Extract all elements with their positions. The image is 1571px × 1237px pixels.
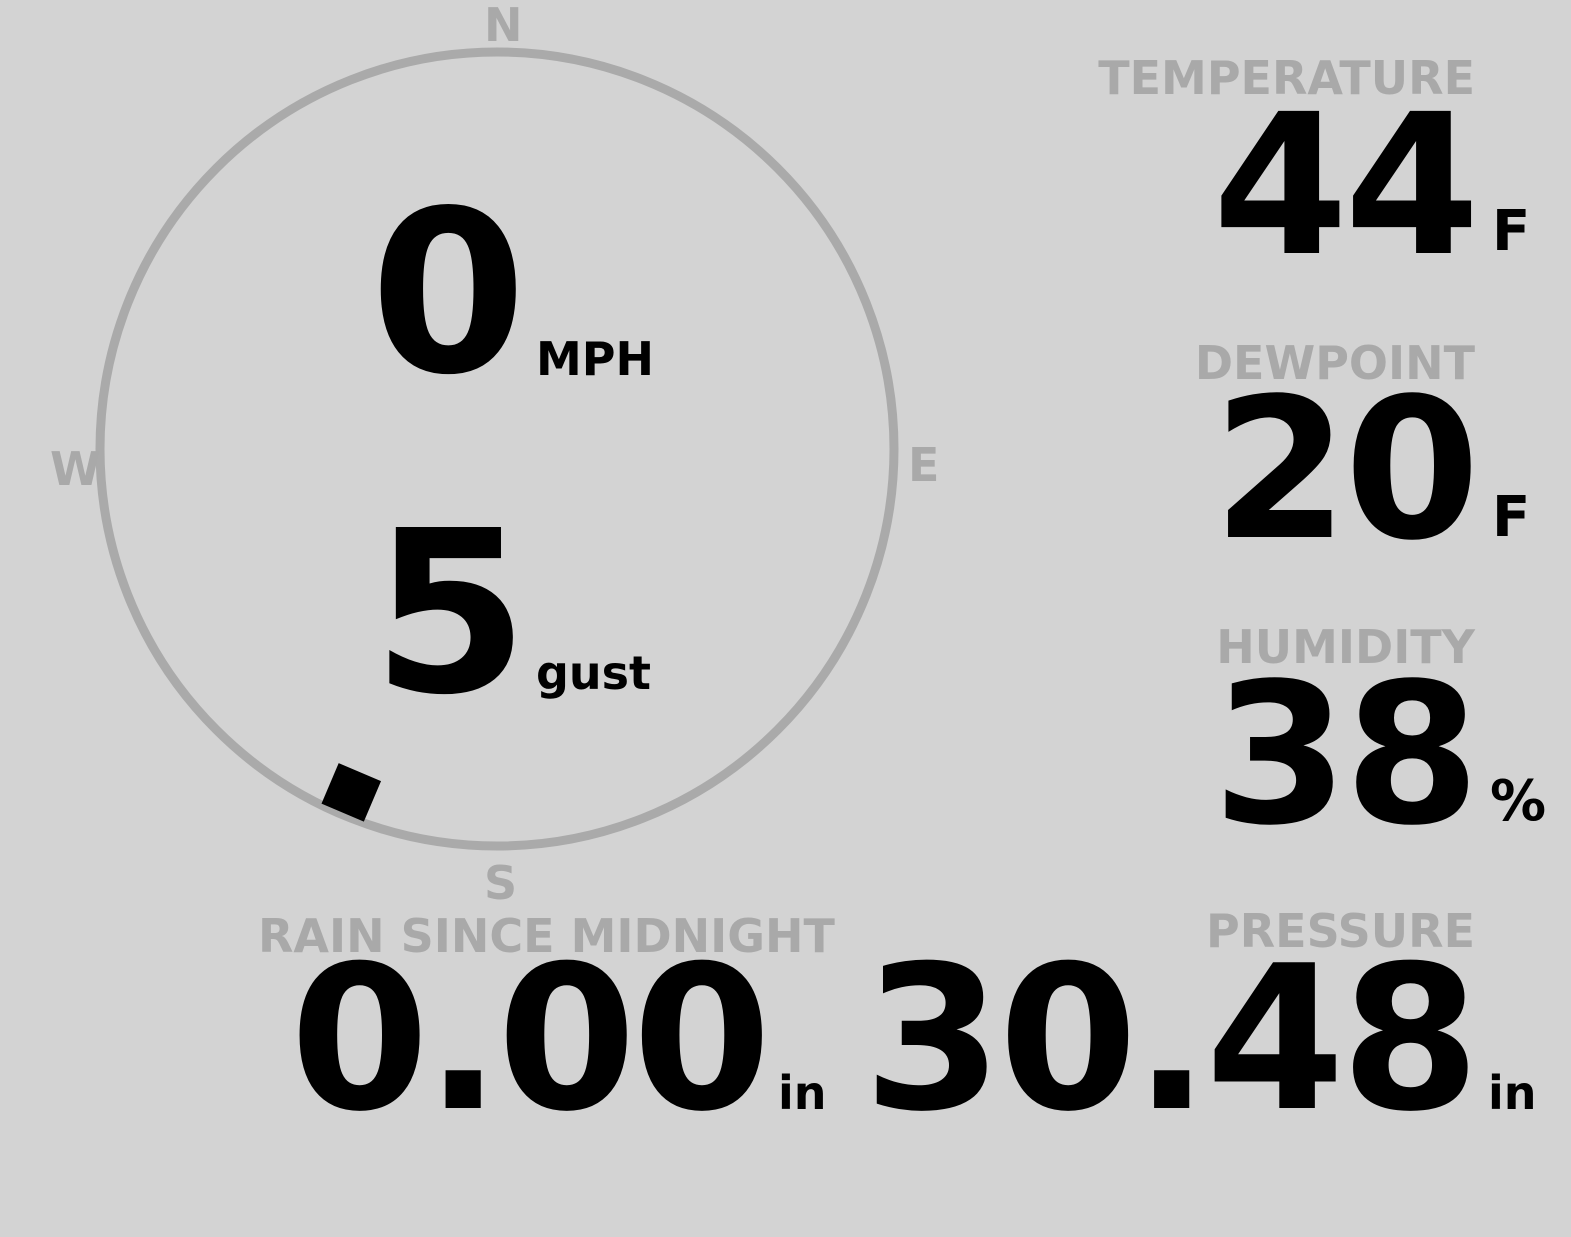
humidity-value: 38 <box>1212 641 1480 868</box>
temperature-unit: F <box>1492 199 1531 264</box>
compass-east-label: E <box>908 438 940 492</box>
wind-speed-value: 0 <box>370 163 527 425</box>
compass-west-label: W <box>50 442 101 496</box>
compass-ring <box>95 47 899 851</box>
pressure-unit: in <box>1488 1066 1537 1120</box>
rain-value: 0.00 <box>290 923 771 1156</box>
dewpoint-value: 20 <box>1212 356 1480 583</box>
pressure-value: 30.48 <box>863 923 1480 1156</box>
humidity-unit: % <box>1490 769 1547 834</box>
dewpoint-unit: F <box>1492 485 1531 550</box>
wind-gust-value: 5 <box>372 483 529 745</box>
wind-gust-unit: gust <box>536 646 652 700</box>
humidity-label: HUMIDITY <box>1216 620 1475 674</box>
compass-north-label: N <box>484 0 523 52</box>
rain-label: RAIN SINCE MIDNIGHT <box>258 909 835 963</box>
wind-speed-unit: MPH <box>536 332 654 386</box>
rain-unit: in <box>778 1066 827 1120</box>
temperature-value: 44 <box>1212 72 1480 299</box>
wind-compass <box>95 47 899 851</box>
dewpoint-label: DEWPOINT <box>1194 336 1475 390</box>
wind-direction-marker <box>321 763 382 822</box>
compass-south-label: S <box>484 856 518 910</box>
pressure-label: PRESSURE <box>1206 904 1475 958</box>
temperature-label: TEMPERATURE <box>1098 51 1475 105</box>
